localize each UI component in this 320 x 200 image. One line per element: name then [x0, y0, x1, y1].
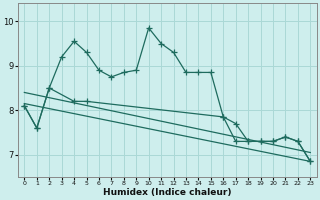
- X-axis label: Humidex (Indice chaleur): Humidex (Indice chaleur): [103, 188, 232, 197]
